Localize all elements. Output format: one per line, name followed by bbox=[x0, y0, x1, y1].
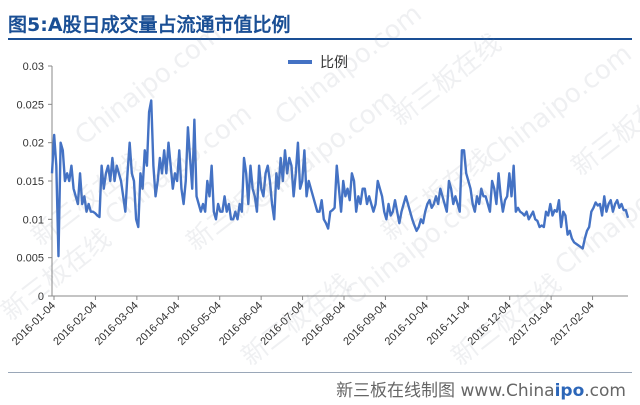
x-tick-label: 2016-12-04 bbox=[466, 300, 514, 348]
y-tick-label: 0.01 bbox=[23, 214, 44, 226]
title-rule bbox=[8, 38, 632, 40]
x-tick-label: 2016-08-04 bbox=[300, 300, 348, 348]
y-tick-label: 0 bbox=[38, 291, 44, 303]
y-tick-label: 0.015 bbox=[16, 176, 44, 188]
footer-suffix: .com bbox=[584, 381, 626, 401]
footer-prefix: 新三板在线制图 www.China bbox=[336, 381, 555, 401]
title-bar: 图5:A股日成交量占流通市值比例 bbox=[8, 0, 632, 40]
y-tick-label: 0.005 bbox=[16, 253, 44, 265]
footer-rule bbox=[8, 372, 632, 373]
footer-credit: 新三板在线制图 www.Chinaipo.com bbox=[336, 376, 626, 401]
footer-brand: ipo bbox=[554, 381, 585, 401]
x-tick-label: 2016-03-04 bbox=[93, 300, 141, 348]
y-tick-label: 0.02 bbox=[23, 138, 44, 150]
x-tick-label: 2016-04-04 bbox=[134, 300, 182, 348]
series-line-比例 bbox=[50, 99, 630, 258]
x-tick-label: 2016-02-04 bbox=[51, 300, 99, 348]
x-tick-label: 2016-09-04 bbox=[341, 300, 389, 348]
legend-label: 比例 bbox=[320, 55, 348, 71]
x-tick-label: 2016-01-04 bbox=[10, 300, 58, 348]
x-tick-label: 2017-01-04 bbox=[507, 300, 555, 348]
x-tick-label: 2016-05-04 bbox=[176, 300, 224, 348]
x-tick-label: 2016-10-04 bbox=[383, 300, 431, 348]
x-tick-label: 2017-02-04 bbox=[548, 300, 596, 348]
chart-title: 图5:A股日成交量占流通市值比例 bbox=[8, 14, 291, 36]
x-tick-label: 2016-07-04 bbox=[258, 300, 306, 348]
y-tick-label: 0.03 bbox=[23, 61, 44, 73]
x-tick-label: 2016-06-04 bbox=[217, 300, 265, 348]
y-tick-label: 0.025 bbox=[16, 99, 44, 111]
